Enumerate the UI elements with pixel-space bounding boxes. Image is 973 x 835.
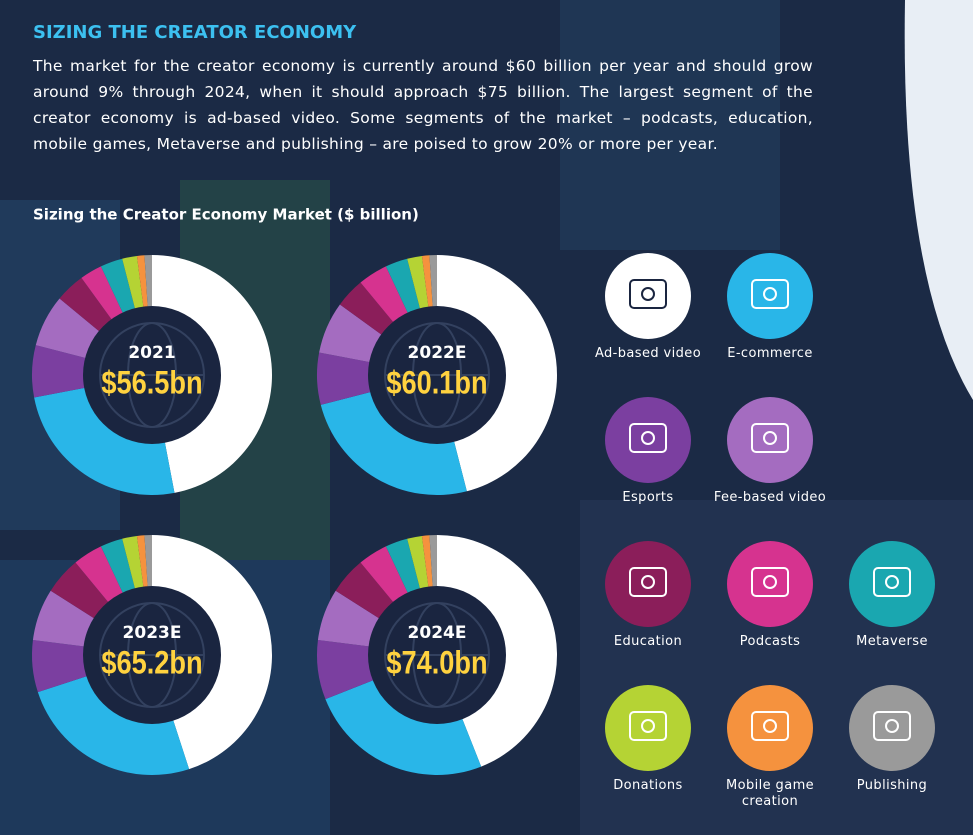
legend-label: Metaverse (856, 634, 928, 649)
donut-year: 2022E (408, 343, 467, 363)
legend-label: Mobile game creation (725, 778, 815, 809)
donut-year: 2021 (128, 343, 175, 363)
icon-glyph (873, 711, 911, 741)
donut-segment (122, 535, 144, 590)
donut-total: $60.1bn (386, 365, 487, 401)
donut-segment (319, 304, 382, 363)
donut-segment (429, 535, 437, 588)
legend-label: Education (613, 634, 683, 649)
legend-icon (605, 397, 691, 483)
donut-segment (59, 277, 113, 332)
icon-glyph (629, 567, 667, 597)
donut-segment (360, 266, 409, 323)
donut-segment (407, 255, 429, 310)
chart-title: Sizing the Creator Economy Market ($ bil… (33, 206, 419, 224)
donut-year: 2023E (123, 623, 182, 643)
legend-icon (727, 253, 813, 339)
icon-glyph (641, 431, 655, 445)
icon-glyph (641, 575, 655, 589)
donut-segment (317, 590, 380, 647)
donut-segment (316, 639, 374, 700)
icon-glyph (751, 423, 789, 453)
legend-icon (605, 253, 691, 339)
donut-segment (32, 590, 95, 647)
legend-icon (727, 541, 813, 627)
donut-segment (437, 255, 558, 492)
icon-glyph (641, 719, 655, 733)
donut-total: $56.5bn (101, 365, 202, 401)
donut-segment (317, 352, 372, 405)
icon-glyph (885, 719, 899, 733)
donut-segment (335, 562, 394, 619)
donut-segment (136, 255, 148, 308)
description: The market for the creator economy is cu… (33, 57, 813, 153)
legend-icon (605, 541, 691, 627)
donut-segment (144, 535, 152, 588)
legend-label: Fee-based video (713, 490, 827, 505)
legend-icon (849, 685, 935, 771)
donut-segment (100, 258, 136, 314)
legend-label: Publishing (856, 778, 928, 793)
donut-total: $74.0bn (386, 645, 487, 681)
legend-label: Esports (622, 490, 674, 505)
icon-glyph (763, 719, 777, 733)
donut-segment (152, 255, 273, 493)
legend-label: Ad-based video (594, 346, 702, 361)
donut-segment (34, 387, 175, 495)
legend-label: Donations (613, 778, 683, 793)
icon-glyph (763, 431, 777, 445)
legend-label: E-commerce (727, 346, 813, 361)
donut-segment (385, 258, 421, 314)
donut-total: $65.2bn (101, 645, 202, 681)
title: SIZING THE CREATOR ECONOMY (33, 22, 357, 43)
donut-segment (385, 538, 421, 594)
donut-segment (144, 255, 152, 308)
icon-glyph (885, 575, 899, 589)
icon-glyph (629, 711, 667, 741)
icon-glyph (751, 711, 789, 741)
donut-segment (339, 282, 394, 336)
donut-segment (421, 255, 433, 308)
legend-icon (727, 685, 813, 771)
donut-segment (407, 535, 429, 590)
donut-segment (75, 546, 124, 603)
donut-segment (429, 255, 437, 308)
donut-segment (136, 535, 148, 588)
donut-segment (122, 255, 144, 310)
donut-segment (320, 391, 467, 495)
icon-glyph (873, 567, 911, 597)
icon-glyph (629, 279, 667, 309)
legend-icon (605, 685, 691, 771)
icon-glyph (641, 287, 655, 301)
donut-segment (32, 345, 87, 398)
donut-segment (81, 266, 124, 320)
donut-segment (37, 676, 190, 775)
donut-segment (35, 298, 100, 359)
icon-glyph (763, 287, 777, 301)
donut-segment (50, 562, 109, 619)
legend-label: Podcasts (739, 634, 801, 649)
icon-glyph (751, 567, 789, 597)
icon-glyph (763, 575, 777, 589)
legend-icon (727, 397, 813, 483)
donut-segment (325, 680, 482, 775)
legend-icon (849, 541, 935, 627)
icon-glyph (629, 423, 667, 453)
donut-segment (360, 546, 409, 603)
donut-segment (421, 535, 433, 588)
icon-glyph (751, 279, 789, 309)
donut-year: 2024E (408, 623, 467, 643)
donut-segment (100, 538, 136, 594)
donut-segment (32, 639, 88, 693)
